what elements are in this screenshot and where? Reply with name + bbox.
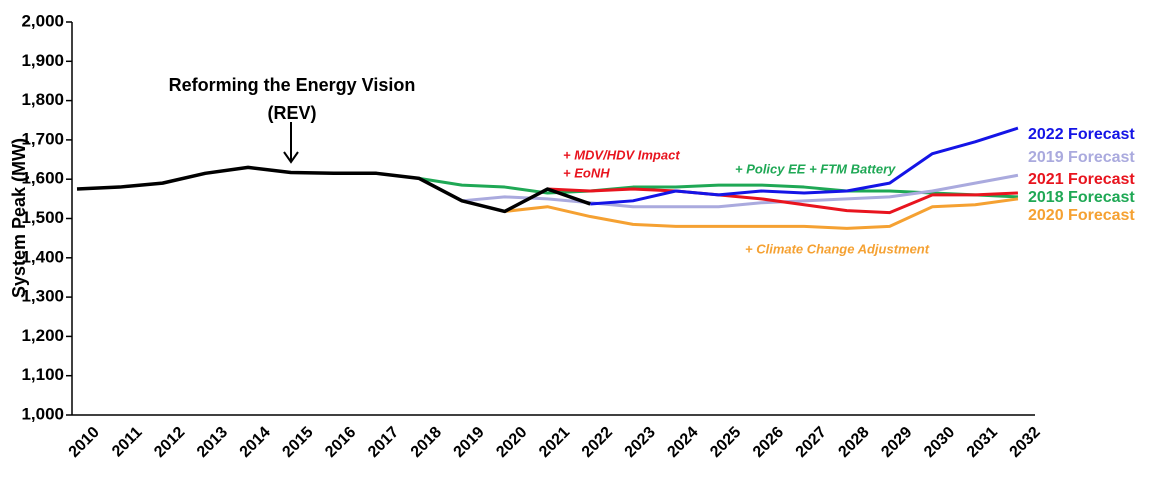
series-line — [461, 173, 1019, 209]
x-tick-label: 2016 — [322, 424, 359, 461]
x-tick-label: 2020 — [493, 424, 530, 461]
x-tick-label: 2018 — [408, 424, 445, 461]
y-tick-label: 1,000 — [21, 404, 64, 423]
x-tick-label: 2019 — [451, 424, 488, 461]
y-tick-label: 1,600 — [21, 169, 64, 188]
y-tick-label: 1,300 — [21, 287, 64, 306]
x-tick-label: 2024 — [664, 424, 701, 461]
annotation: + Policy EE + FTM Battery — [735, 161, 896, 176]
series-line — [76, 165, 591, 214]
annotation: + Climate Change Adjustment — [745, 241, 930, 256]
series-line — [504, 197, 1019, 230]
arrow — [283, 122, 299, 164]
x-tick-label: 2022 — [579, 424, 616, 461]
x-tick-label: 2021 — [536, 424, 573, 461]
y-tick-label: 1,500 — [21, 208, 64, 227]
series-label: 2020 Forecast — [1028, 207, 1135, 224]
y-tick-label: 1,700 — [21, 129, 64, 148]
x-tick-label: 2027 — [793, 424, 830, 461]
annotation: Reforming the Energy Vision — [169, 75, 416, 95]
annotation: (REV) — [268, 103, 317, 123]
x-tick-label: 2031 — [964, 424, 1001, 461]
x-tick-label: 2025 — [707, 424, 744, 461]
y-tick-label: 1,100 — [21, 365, 64, 384]
x-tick-label: 2011 — [109, 424, 146, 461]
x-tick-label: 2028 — [835, 424, 872, 461]
x-tick-label: 2010 — [66, 424, 103, 461]
series-label: 2022 Forecast — [1028, 126, 1135, 143]
y-tick-label: 1,900 — [21, 51, 64, 70]
x-tick-label: 2012 — [151, 424, 188, 461]
y-tick-label: 1,400 — [21, 247, 64, 266]
y-tick-label: 1,200 — [21, 326, 64, 345]
annotation: + MDV/HDV Impact — [563, 147, 680, 162]
x-tick-label: 2032 — [1007, 424, 1044, 461]
x-tick-label: 2029 — [878, 424, 915, 461]
series-line — [547, 187, 1019, 215]
x-tick-label: 2030 — [921, 424, 958, 461]
x-tick-label: 2015 — [279, 424, 316, 461]
series-label: 2021 Forecast — [1028, 171, 1135, 188]
annotation: + EoNH — [563, 165, 610, 180]
series-line — [590, 126, 1019, 206]
y-tick-label: 1,800 — [21, 90, 64, 109]
x-tick-label: 2023 — [622, 424, 659, 461]
series-label: 2018 Forecast — [1028, 189, 1135, 206]
x-tick-label: 2017 — [365, 424, 402, 461]
y-axis-label: System Peak (MW) — [9, 138, 29, 298]
x-tick-label: 2014 — [237, 424, 274, 461]
x-tick-label: 2013 — [194, 424, 231, 461]
x-tick-label: 2026 — [750, 424, 787, 461]
y-tick-label: 2,000 — [21, 11, 64, 30]
series-label: 2019 Forecast — [1028, 149, 1135, 166]
